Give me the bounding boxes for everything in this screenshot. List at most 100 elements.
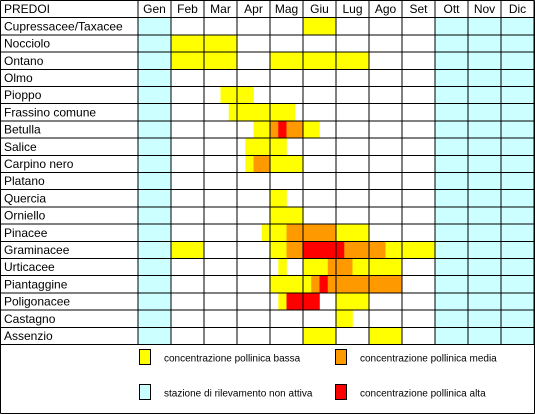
pollen-cell-castagno bbox=[344, 310, 353, 328]
pollen-cell-castagno bbox=[336, 310, 345, 328]
row-label-frassino-comune: Frassino comune bbox=[4, 105, 96, 119]
row-label-betulla: Betulla bbox=[4, 123, 41, 137]
pollen-cell-nocciolo bbox=[220, 34, 230, 53]
pollen-cell-pioppo bbox=[237, 86, 246, 104]
pollen-cell-graminacee bbox=[187, 241, 197, 259]
pollen-cell-piantaggine bbox=[360, 275, 370, 293]
pollen-cell-ontano bbox=[278, 52, 287, 70]
pollen-cell-urticacee bbox=[336, 258, 345, 276]
pollen-cell-urticacee bbox=[352, 258, 362, 276]
row-label-salice: Salice bbox=[4, 140, 37, 154]
pollen-cell-graminacee bbox=[278, 241, 287, 259]
pollen-cell-pioppo bbox=[245, 86, 254, 104]
pollen-cell-piantaggine bbox=[344, 275, 353, 293]
pollen-cell-betulla bbox=[311, 120, 320, 139]
pollen-cell-ontano bbox=[344, 52, 353, 70]
row-label-carpino-nero: Carpino nero bbox=[4, 157, 74, 171]
pollen-cell-nocciolo bbox=[187, 34, 197, 53]
pollen-cell-orniello bbox=[286, 206, 296, 225]
pollen-cell-salice bbox=[245, 138, 254, 156]
pollen-cell-orniello bbox=[294, 206, 304, 225]
pollen-cell-cupressacee-taxacee bbox=[319, 17, 329, 35]
pollen-cell-orniello bbox=[270, 206, 279, 225]
pollen-cell-carpino-nero bbox=[286, 155, 296, 173]
pollen-cell-betulla bbox=[261, 120, 271, 139]
pollen-cell-graminacee bbox=[294, 241, 304, 259]
pollen-cell-betulla bbox=[294, 120, 304, 139]
pollen-cell-urticacee bbox=[303, 258, 312, 276]
pollen-cell-graminacee bbox=[327, 241, 337, 259]
row-label-castagno: Castagno bbox=[4, 312, 56, 326]
pollen-cell-ontano bbox=[327, 52, 337, 70]
pollen-cell-urticacee bbox=[369, 258, 378, 276]
pollen-cell-carpino-nero bbox=[278, 155, 287, 173]
pollen-cell-ontano bbox=[352, 52, 362, 70]
pollen-cell-nocciolo bbox=[195, 34, 205, 53]
pollen-cell-piantaggine bbox=[278, 275, 287, 293]
month-header-set: Set bbox=[409, 2, 428, 16]
row-label-platano: Platano bbox=[4, 174, 45, 188]
legend-label-inactive: stazione di rilevamento non attiva bbox=[164, 389, 313, 400]
pollen-cell-piantaggine bbox=[352, 275, 362, 293]
row-label-quercia: Quercia bbox=[4, 191, 46, 205]
pollen-cell-poligonacee bbox=[303, 292, 312, 311]
inactive-column-dic bbox=[501, 17, 534, 345]
pollen-cell-ontano bbox=[220, 52, 230, 70]
pollen-cell-urticacee bbox=[377, 258, 386, 276]
pollen-cell-nocciolo bbox=[171, 34, 180, 53]
pollen-cell-poligonacee bbox=[278, 292, 287, 311]
pollen-cell-frassino-comune bbox=[278, 103, 287, 121]
pollen-cell-graminacee bbox=[426, 241, 436, 259]
pollen-cell-pinacee bbox=[270, 224, 279, 242]
pollen-cell-frassino-comune bbox=[237, 103, 246, 121]
pollen-cell-betulla bbox=[303, 120, 312, 139]
pollen-cell-nocciolo bbox=[204, 34, 213, 53]
month-header-lug: Lug bbox=[342, 2, 362, 16]
pollen-cell-frassino-comune bbox=[261, 103, 271, 121]
pollen-cell-graminacee bbox=[360, 241, 370, 259]
pollen-cell-frassino-comune bbox=[228, 103, 238, 121]
month-header-ott: Ott bbox=[443, 2, 460, 16]
pollen-cell-orniello bbox=[278, 206, 287, 225]
pollen-cell-assenzio bbox=[393, 327, 403, 345]
pollen-cell-pinacee bbox=[261, 224, 271, 242]
row-label-poligonacee: Poligonacee bbox=[4, 295, 70, 309]
pollen-cell-cupressacee-taxacee bbox=[327, 17, 337, 35]
pollen-cell-graminacee bbox=[385, 241, 395, 259]
pollen-cell-urticacee bbox=[311, 258, 320, 276]
legend-swatch-inactive bbox=[139, 384, 151, 400]
pollen-cell-betulla bbox=[278, 120, 287, 139]
pollen-cell-graminacee bbox=[319, 241, 329, 259]
pollen-cell-frassino-comune bbox=[245, 103, 254, 121]
pollen-cell-ontano bbox=[286, 52, 296, 70]
pollen-cell-pinacee bbox=[352, 224, 362, 242]
month-header-mar: Mar bbox=[210, 2, 231, 16]
pollen-cell-pinacee bbox=[344, 224, 353, 242]
pollen-cell-ontano bbox=[319, 52, 329, 70]
pollen-cell-piantaggine bbox=[270, 275, 279, 293]
pollen-cell-assenzio bbox=[369, 327, 378, 345]
pollen-cell-nocciolo bbox=[212, 34, 221, 53]
legend-swatch-low bbox=[139, 349, 151, 365]
pollen-cell-piantaggine bbox=[393, 275, 403, 293]
pollen-cell-cupressacee-taxacee bbox=[311, 17, 320, 35]
pollen-cell-ontano bbox=[360, 52, 370, 70]
table-title: PREDOI bbox=[4, 2, 50, 16]
pollen-cell-ontano bbox=[179, 52, 188, 70]
row-label-ontano: Ontano bbox=[4, 54, 44, 68]
month-header-dic: Dic bbox=[509, 2, 526, 16]
pollen-cell-piantaggine bbox=[303, 275, 312, 293]
pollen-cell-poligonacee bbox=[311, 292, 320, 311]
pollen-cell-urticacee bbox=[385, 258, 395, 276]
pollen-cell-carpino-nero bbox=[253, 155, 263, 173]
inactive-column-nov bbox=[468, 17, 501, 345]
pollen-cell-betulla bbox=[270, 120, 279, 139]
month-header-nov: Nov bbox=[474, 2, 495, 16]
legend-swatch-medium bbox=[335, 349, 347, 365]
pollen-cell-ontano bbox=[212, 52, 221, 70]
pollen-cell-frassino-comune bbox=[270, 103, 279, 121]
pollen-cell-betulla bbox=[253, 120, 263, 139]
pollen-cell-pinacee bbox=[319, 224, 329, 242]
pollen-cell-betulla bbox=[286, 120, 296, 139]
pollen-cell-graminacee bbox=[171, 241, 180, 259]
